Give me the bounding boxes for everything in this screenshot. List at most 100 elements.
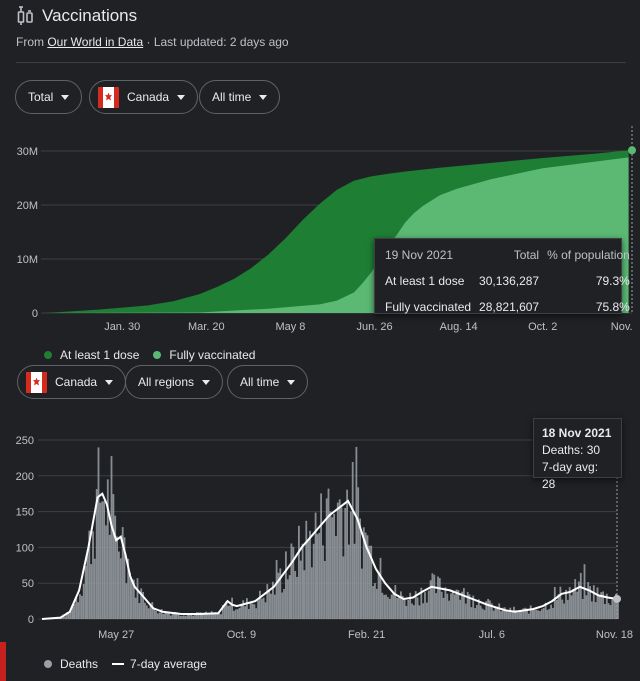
deaths-bar: [64, 616, 67, 619]
deaths-bar: [201, 613, 204, 619]
deaths-bar: [472, 595, 475, 619]
regions-dropdown-label: All regions: [138, 375, 195, 389]
deaths-bar: [396, 598, 399, 619]
deaths-bar: [119, 558, 122, 619]
deaths-bar: [394, 585, 397, 619]
deaths-bar: [485, 601, 488, 619]
legend-item-deaths[interactable]: Deaths: [44, 657, 98, 671]
deaths-country-dropdown[interactable]: Canada: [17, 365, 127, 399]
deaths-bar: [299, 560, 302, 619]
deaths-bar: [431, 573, 434, 619]
deaths-bar: [357, 487, 360, 619]
deaths-bar: [585, 595, 588, 619]
deaths-bar: [539, 611, 541, 619]
deaths-bar: [600, 592, 603, 619]
deaths-bar: [301, 543, 304, 619]
deaths-bar: [457, 590, 460, 619]
deaths-bar: [401, 595, 404, 619]
source-link[interactable]: Our World in Data: [47, 35, 144, 49]
deaths-bar: [516, 612, 519, 619]
deaths-bar: [68, 613, 70, 619]
tooltip-row-total: 28,821,607: [479, 300, 540, 314]
deaths-bar: [329, 511, 332, 619]
deaths-bar: [591, 601, 593, 619]
deaths-bar: [355, 446, 358, 619]
deaths-bar: [500, 611, 502, 619]
deaths-bar: [60, 618, 63, 619]
deaths-bar: [157, 613, 159, 619]
deaths-tooltip-avg: 7-day avg: 28: [542, 460, 599, 491]
deaths-bar: [251, 603, 254, 619]
deaths-bar: [275, 560, 278, 619]
deaths-bar: [444, 587, 447, 619]
deaths-bar: [160, 609, 163, 619]
deaths-country-label: Canada: [55, 375, 98, 389]
legend-dot-icon: [153, 351, 162, 359]
deaths-bar: [320, 493, 322, 619]
y-tick-label: 30M: [17, 146, 38, 158]
deaths-bar: [331, 517, 334, 619]
y-tick-label: 0: [32, 308, 38, 320]
deaths-bar: [305, 520, 308, 619]
canada-flag-icon: [98, 86, 119, 108]
deaths-bar: [405, 605, 408, 619]
deaths-bar: [387, 597, 389, 619]
deaths-bar: [318, 532, 321, 619]
deaths-bar: [173, 611, 176, 619]
deaths-bar: [487, 598, 489, 619]
x-tick-label: Oct. 9: [227, 629, 256, 641]
deaths-bar: [166, 612, 169, 619]
deaths-bar: [155, 611, 157, 619]
deaths-bar: [205, 611, 207, 619]
country-dropdown[interactable]: Canada: [89, 80, 199, 114]
time-range-dropdown[interactable]: All time: [199, 80, 281, 114]
deaths-bar: [531, 609, 534, 619]
deaths-chart[interactable]: 0 50 100 150 200 250 May 27 Oct. 9 Feb. 21 Jul. 6…: [0, 415, 640, 645]
deaths-bar: [438, 578, 441, 619]
deaths-bar: [286, 579, 289, 619]
deaths-bar: [544, 602, 547, 619]
legend-item-fully-vaccinated[interactable]: Fully vaccinated: [153, 348, 255, 362]
deaths-bar: [309, 530, 311, 619]
legend-item-first-dose[interactable]: At least 1 dose: [44, 348, 139, 362]
deaths-bar: [440, 591, 443, 619]
deaths-bar: [429, 580, 432, 619]
deaths-bar: [186, 614, 189, 619]
legend-item-average[interactable]: 7-day average: [112, 657, 207, 671]
chevron-down-icon: [202, 379, 211, 385]
deaths-bar: [448, 600, 450, 619]
deaths-bar: [153, 608, 156, 619]
x-tick-label: May 27: [98, 629, 134, 641]
deaths-bar: [281, 592, 284, 619]
deaths-bar: [249, 602, 252, 619]
deaths-bar: [470, 607, 473, 619]
deaths-bar: [247, 609, 250, 619]
deaths-bar: [255, 608, 258, 619]
deaths-bar: [131, 579, 133, 619]
deaths-bar: [296, 576, 298, 619]
deaths-bar: [307, 539, 309, 619]
deaths-bar: [368, 545, 371, 619]
deaths-bar: [572, 588, 575, 619]
deaths-bar: [528, 613, 530, 619]
deaths-time-range-dropdown[interactable]: All time: [227, 365, 309, 399]
vaccinations-tooltip: 19 Nov 2021 Total % of population At lea…: [374, 238, 630, 314]
x-tick-label: Jan. 30: [104, 321, 140, 333]
deaths-bar: [463, 588, 465, 619]
deaths-bar: [529, 605, 532, 619]
deaths-bar: [207, 613, 209, 619]
deaths-bar: [223, 604, 226, 619]
deaths-bar: [121, 527, 124, 619]
metric-dropdown[interactable]: Total: [15, 80, 83, 114]
x-tick-label: Nov.: [611, 321, 633, 333]
deaths-bar: [216, 613, 219, 619]
deaths-bar: [214, 612, 217, 619]
deaths-bar: [464, 603, 467, 619]
regions-dropdown[interactable]: All regions: [125, 365, 224, 399]
deaths-bar: [175, 612, 178, 619]
deaths-bar: [171, 613, 174, 619]
source-line: From Our World in Data · Last updated: 2…: [16, 35, 626, 49]
x-tick-label: Feb. 21: [348, 629, 385, 641]
deaths-bar: [563, 603, 565, 619]
deaths-bar: [477, 599, 480, 619]
